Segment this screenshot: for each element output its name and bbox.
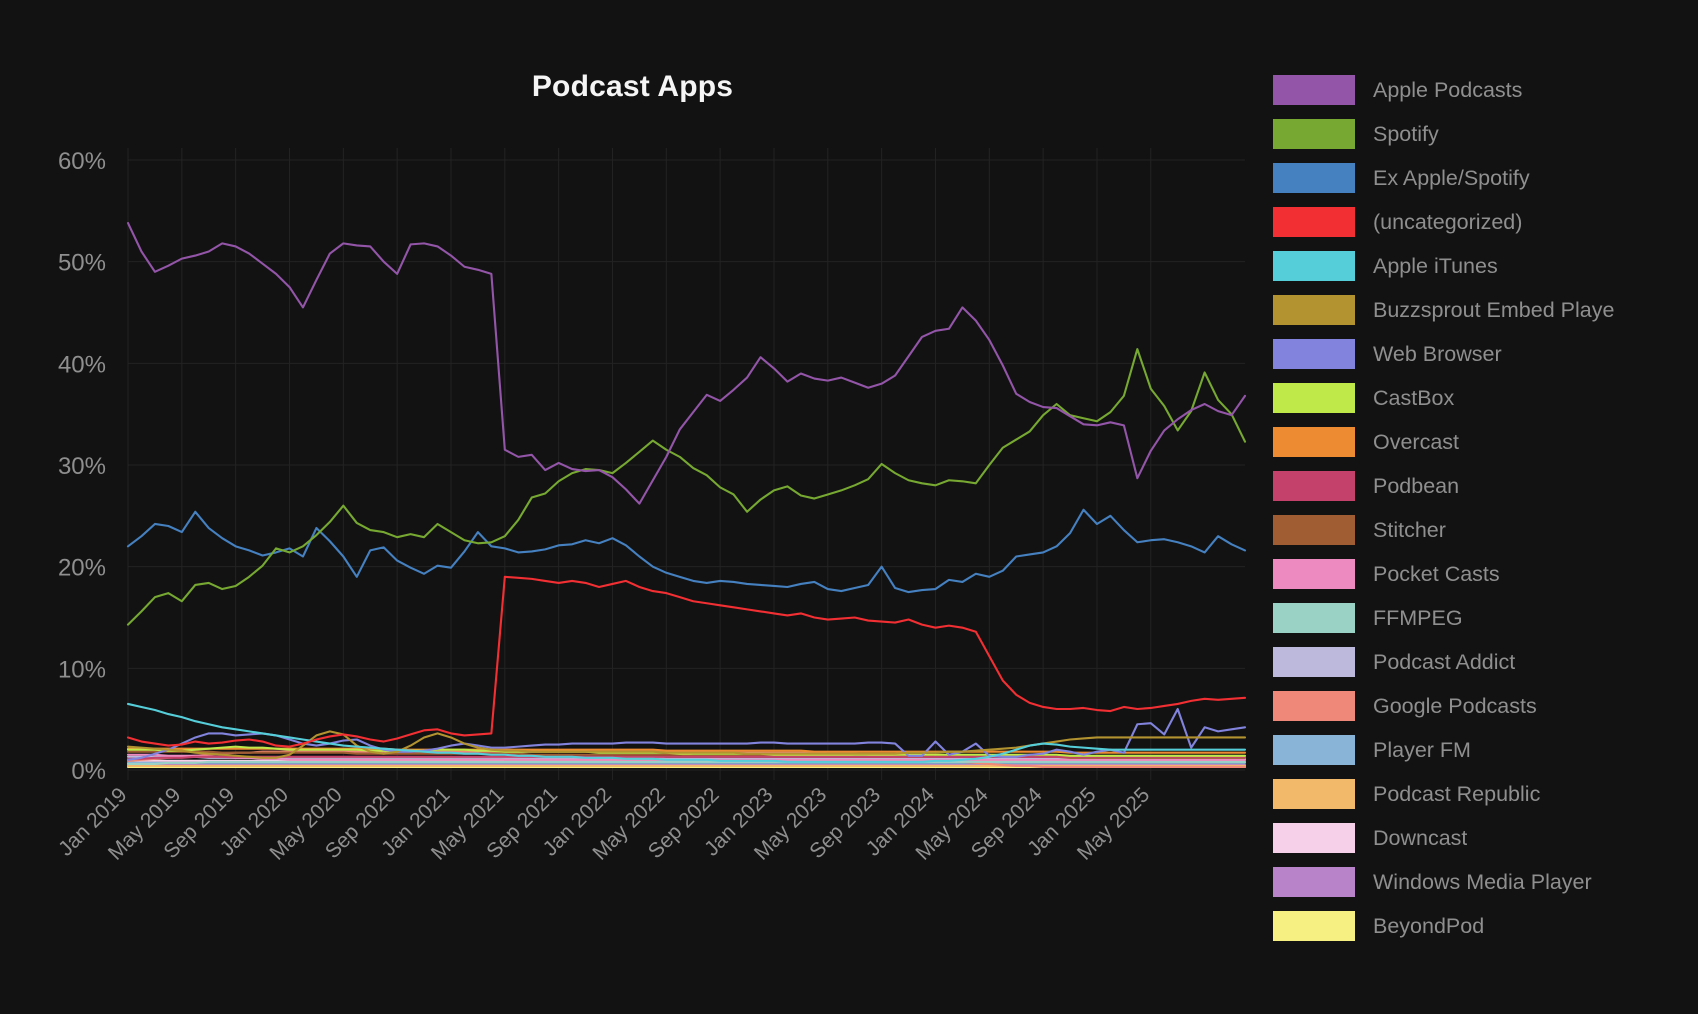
legend-item[interactable]: Web Browser: [1273, 332, 1698, 376]
legend-item[interactable]: Buzzsprout Embed Playe: [1273, 288, 1698, 332]
legend-item[interactable]: Podcast Republic: [1273, 772, 1698, 816]
legend-swatch-icon: [1273, 207, 1355, 237]
legend-item[interactable]: Overcast: [1273, 420, 1698, 464]
legend-item[interactable]: Stitcher: [1273, 508, 1698, 552]
legend-item[interactable]: BeyondPod: [1273, 904, 1698, 948]
series-line: [126, 760, 1247, 765]
legend-swatch-icon: [1273, 559, 1355, 589]
legend: Apple Podcasts Spotify Ex Apple/Spotify (un…: [1265, 0, 1698, 1014]
legend-swatch-icon: [1273, 119, 1355, 149]
y-axis-tick-label: 40%: [58, 351, 106, 378]
legend-item[interactable]: Downcast: [1273, 816, 1698, 860]
legend-swatch-icon: [1273, 867, 1355, 897]
legend-swatch-icon: [1273, 603, 1355, 633]
legend-swatch-icon: [1273, 339, 1355, 369]
series-line: [126, 755, 1247, 760]
legend-item-label: Windows Media Player: [1373, 869, 1592, 894]
y-axis-tick-label: 60%: [58, 148, 106, 175]
legend-item[interactable]: (uncategorized): [1273, 200, 1698, 244]
legend-item-label: Stitcher: [1373, 517, 1446, 542]
legend-item-label: Pocket Casts: [1373, 561, 1500, 586]
legend-item[interactable]: Ex Apple/Spotify: [1273, 156, 1698, 200]
y-axis-tick-label: 0%: [71, 758, 106, 785]
legend-item-label: FFMPEG: [1373, 605, 1463, 630]
legend-swatch-icon: [1273, 427, 1355, 457]
series-line: [126, 707, 1247, 761]
y-axis-tick-label: 20%: [58, 555, 106, 582]
legend-item-label: Podcast Addict: [1373, 649, 1516, 674]
y-axis-tick-label: 50%: [58, 250, 106, 277]
series-line: [126, 730, 1247, 759]
legend-swatch-icon: [1273, 911, 1355, 941]
legend-item-label: CastBox: [1373, 385, 1455, 410]
legend-item[interactable]: CastBox: [1273, 376, 1698, 420]
legend-item[interactable]: Podcast Addict: [1273, 640, 1698, 684]
legend-item-label: Apple Podcasts: [1373, 77, 1523, 102]
legend-swatch-icon: [1273, 75, 1355, 105]
legend-item[interactable]: Apple iTunes: [1273, 244, 1698, 288]
legend-item[interactable]: Windows Media Player: [1273, 860, 1698, 904]
legend-item-label: BeyondPod: [1373, 913, 1485, 938]
legend-item[interactable]: Pocket Casts: [1273, 552, 1698, 596]
legend-item-label: Apple iTunes: [1373, 253, 1498, 278]
legend-swatch-icon: [1273, 251, 1355, 281]
y-axis-tick-label: 30%: [58, 453, 106, 480]
legend-item[interactable]: FFMPEG: [1273, 596, 1698, 640]
series-line: [126, 508, 1247, 594]
series-line: [126, 575, 1247, 748]
legend-swatch-icon: [1273, 823, 1355, 853]
y-axis-tick-label: 10%: [58, 656, 106, 683]
chart-area: Podcast Apps 0% 10% 20% 30% 40% 50% 60% Jan 201…: [54, 70, 1247, 865]
legend-item[interactable]: Player FM: [1273, 728, 1698, 772]
legend-item-label: Podbean: [1373, 473, 1460, 498]
series-line: [126, 348, 1247, 626]
legend-item[interactable]: Google Podcasts: [1273, 684, 1698, 728]
legend-item-label: (uncategorized): [1373, 209, 1523, 234]
legend-swatch-icon: [1273, 779, 1355, 809]
gridlines: [127, 148, 1245, 780]
legend-swatch-icon: [1273, 515, 1355, 545]
legend-item-label: Spotify: [1373, 121, 1439, 146]
legend-item-label: Podcast Republic: [1373, 781, 1541, 806]
page-title: Podcast Apps: [531, 70, 734, 103]
legend-item[interactable]: Podbean: [1273, 464, 1698, 508]
legend-list: Apple Podcasts Spotify Ex Apple/Spotify (un…: [1273, 68, 1698, 948]
legend-swatch-icon: [1273, 691, 1355, 721]
legend-item[interactable]: Spotify: [1273, 112, 1698, 156]
legend-item-label: Buzzsprout Embed Playe: [1373, 297, 1615, 322]
legend-swatch-icon: [1273, 647, 1355, 677]
legend-swatch-icon: [1273, 471, 1355, 501]
legend-item-label: Downcast: [1373, 825, 1468, 850]
legend-item-label: Player FM: [1373, 737, 1471, 762]
legend-swatch-icon: [1273, 163, 1355, 193]
legend-item[interactable]: Apple Podcasts: [1273, 68, 1698, 112]
legend-item-label: Web Browser: [1373, 341, 1502, 366]
legend-item-label: Overcast: [1373, 429, 1460, 454]
series-group: [126, 221, 1247, 768]
legend-swatch-icon: [1273, 295, 1355, 325]
legend-item-label: Ex Apple/Spotify: [1373, 165, 1530, 190]
legend-item-label: Google Podcasts: [1373, 693, 1537, 718]
series-line: [126, 221, 1247, 505]
legend-swatch-icon: [1273, 383, 1355, 413]
legend-swatch-icon: [1273, 735, 1355, 765]
